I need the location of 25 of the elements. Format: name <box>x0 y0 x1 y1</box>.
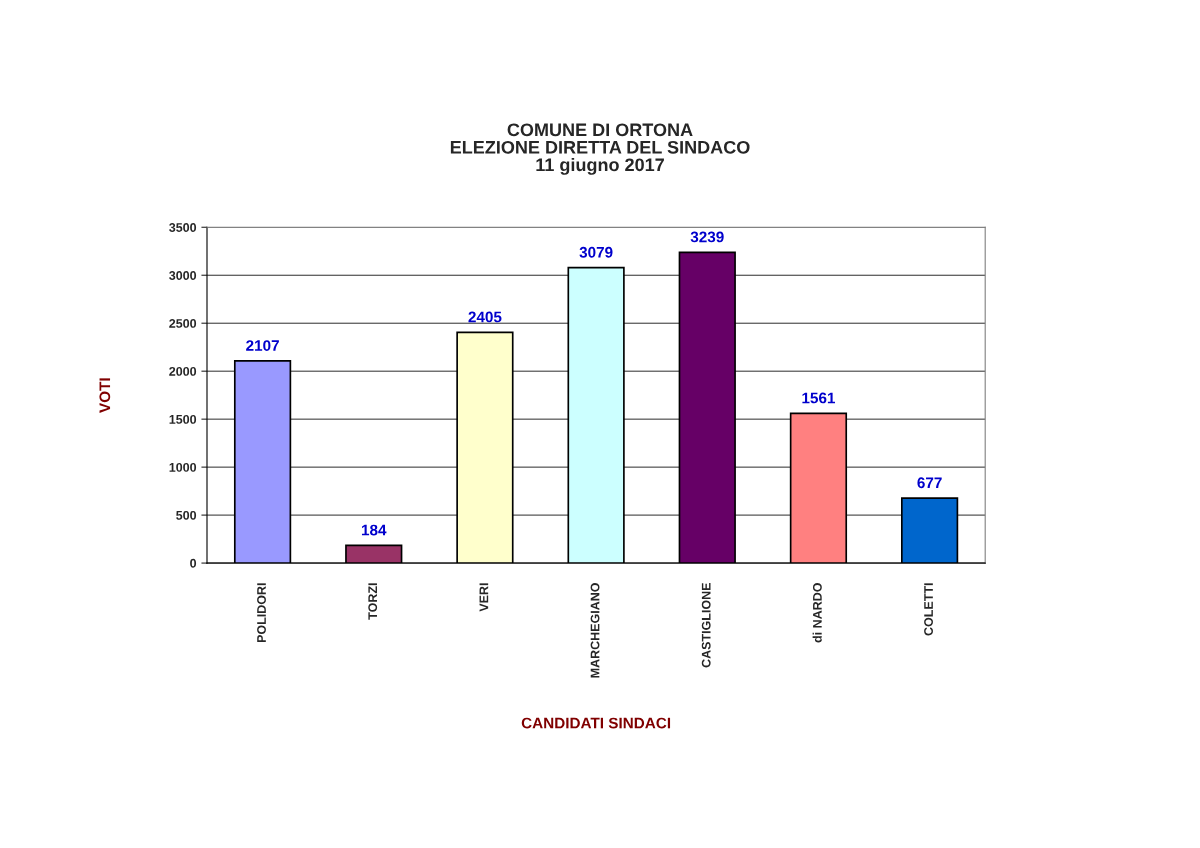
y-axis-title: VOTI <box>99 378 111 413</box>
y-tick-label: 0 <box>190 558 197 568</box>
x-tick-label: di NARDO <box>812 583 822 643</box>
x-axis-title: CANDIDATI SINDACI <box>521 717 671 729</box>
x-tick-label: COLETTI <box>924 583 933 636</box>
x-tick-label: TORZI <box>368 583 378 620</box>
y-tick-label: 3500 <box>169 223 197 232</box>
y-tick-label: 2000 <box>169 366 197 376</box>
data-label: 184 <box>361 524 387 536</box>
x-tick-label: MARCHEGIANO <box>590 583 600 678</box>
y-tick-label: 1000 <box>169 462 197 472</box>
data-label: 677 <box>917 477 942 489</box>
y-tick-label: 1500 <box>169 414 197 424</box>
data-label: 2107 <box>246 340 279 351</box>
y-tick-label: 3000 <box>169 271 197 280</box>
x-tick-label: CASTIGLIONE <box>701 583 711 668</box>
data-label: 1561 <box>802 392 836 404</box>
x-tick-label: VERI <box>479 583 489 612</box>
data-label: 3239 <box>690 231 724 243</box>
data-label: 3079 <box>579 246 613 258</box>
chart-title: COMUNE DI ORTONA ELEZIONE DIRETTA DEL SINDACO 11 giugno 2017 <box>450 123 750 175</box>
y-tick-label: 2500 <box>169 319 197 328</box>
x-tick-label: POLIDORI <box>257 583 266 643</box>
y-tick-label: 500 <box>176 510 197 520</box>
data-label: 2405 <box>468 311 502 323</box>
